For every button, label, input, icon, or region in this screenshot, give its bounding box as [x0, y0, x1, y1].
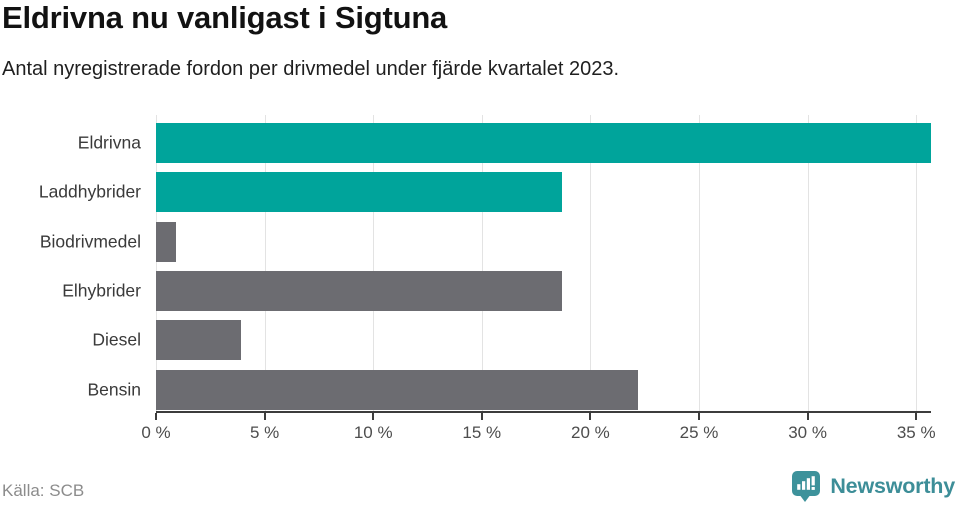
x-tick-label: 35 % — [896, 423, 936, 442]
bar-eldrivna — [156, 123, 932, 163]
newsworthy-logo-icon — [791, 470, 821, 503]
category-label: Laddhybrider — [38, 181, 141, 202]
x-tick-label: 25 % — [679, 423, 719, 442]
x-axis-tick — [698, 413, 700, 420]
bar-bensin — [156, 370, 639, 410]
x-axis-tick — [480, 413, 483, 420]
x-axis-tick — [372, 413, 375, 420]
x-tick-label: 0 % — [141, 423, 171, 442]
category-label: Eldrivna — [77, 132, 141, 153]
x-tick-label: 20 % — [571, 423, 610, 442]
category-label: Bensin — [87, 379, 141, 400]
x-axis-tick — [589, 413, 592, 420]
newsworthy-branding: Newsworthy — [791, 470, 955, 503]
bar-laddhybrider — [156, 172, 563, 212]
chart-subtitle: Antal nyregistrerade fordon per drivmede… — [2, 58, 620, 80]
source-credit: Källa: SCB — [2, 481, 85, 500]
bar-diesel — [156, 320, 241, 360]
x-tick-label: 30 % — [788, 423, 827, 442]
category-label: Elhybrider — [62, 280, 141, 301]
category-label: Diesel — [92, 329, 141, 350]
gridline — [916, 115, 918, 411]
gridline — [590, 115, 592, 411]
gridline — [481, 115, 483, 411]
newsworthy-wordmark: Newsworthy — [830, 474, 955, 498]
category-label: Biodrivmedel — [39, 231, 141, 252]
x-axis-tick — [155, 413, 157, 420]
gridline — [373, 115, 375, 411]
gridline — [699, 115, 700, 411]
gridline — [807, 115, 809, 411]
gridline — [156, 115, 157, 411]
x-axis-tick — [263, 413, 266, 420]
gridline — [264, 115, 266, 411]
x-tick-label: 5 % — [249, 423, 280, 442]
x-axis-tick — [915, 413, 918, 420]
x-axis-line — [156, 411, 931, 413]
x-tick-label: 10 % — [353, 423, 393, 442]
x-axis-tick — [806, 413, 809, 420]
chart-title: Eldrivna nu vanligast i Sigtuna — [2, 0, 448, 35]
bar-biodrivmedel — [156, 222, 176, 262]
x-tick-label: 15 % — [462, 423, 502, 442]
bar-elhybrider — [156, 271, 563, 311]
